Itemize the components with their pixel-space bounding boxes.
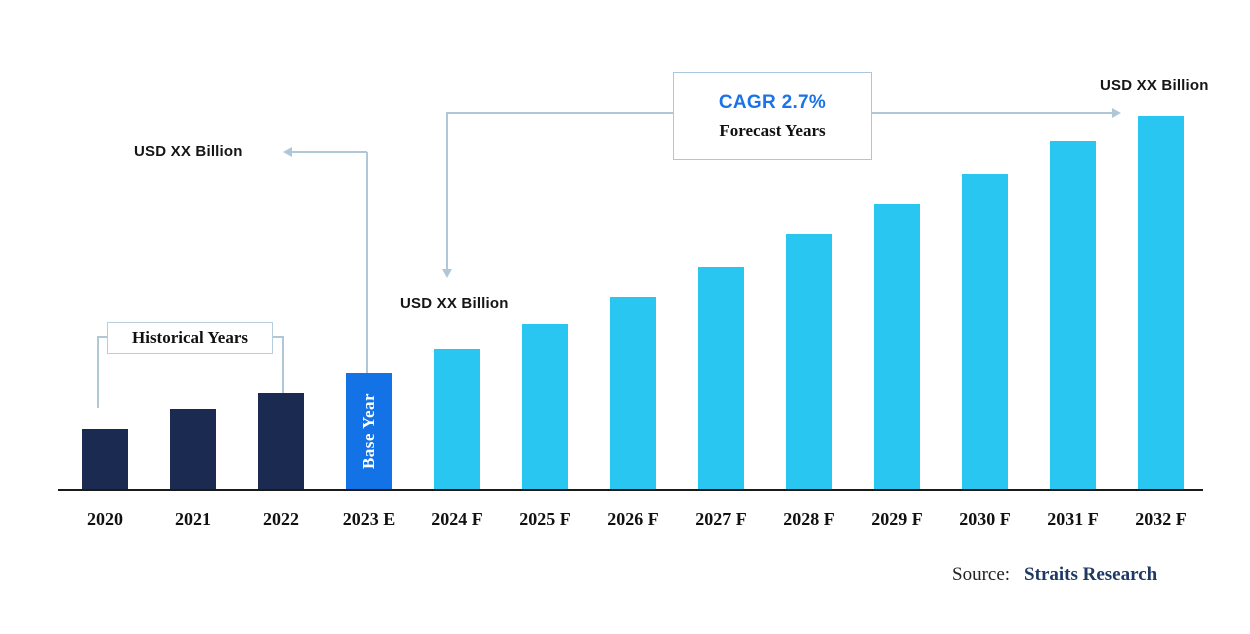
- x-tick-label-2020: 2020: [87, 509, 123, 529]
- bar-2028-f: [786, 234, 832, 489]
- source-prefix: Source:: [952, 564, 1011, 585]
- historical-years-label: Historical Years: [132, 328, 248, 347]
- x-tick-label-2030-f: 2030 F: [959, 509, 1011, 529]
- connector-line: [870, 112, 1115, 114]
- x-tick-label-2032-f: 2032 F: [1135, 509, 1187, 529]
- bar-2029-f: [874, 204, 920, 489]
- cagr-box: CAGR 2.7% Forecast Years: [673, 72, 872, 160]
- arrow-right-icon: [1112, 108, 1121, 118]
- x-tick-label-2022: 2022: [263, 509, 299, 529]
- x-tick-label-2025-f: 2025 F: [519, 509, 571, 529]
- connector-line: [366, 152, 368, 373]
- bar-2030-f: [962, 174, 1008, 489]
- bar-slot-2025-f: 2025 F: [501, 0, 589, 634]
- x-tick-label-2023-e: 2023 E: [342, 509, 396, 529]
- arrow-down-icon: [442, 269, 452, 278]
- bar-2032-f: [1138, 116, 1184, 489]
- x-tick-label-2027-f: 2027 F: [695, 509, 747, 529]
- bar-2021: [170, 409, 216, 489]
- x-tick-label-2021: 2021: [175, 509, 211, 529]
- bar-slot-2028-f: 2028 F: [765, 0, 853, 634]
- usd-value-label-base-year: USD XX Billion: [134, 143, 243, 160]
- connector-line: [447, 112, 673, 114]
- bar-slot-2020: 2020: [61, 0, 149, 634]
- bar-slot-2023-e: Base Year 2023 E: [325, 0, 413, 634]
- bar-slot-2022: 2022: [237, 0, 325, 634]
- bar-2020: [82, 429, 128, 489]
- bracket-line: [97, 336, 107, 338]
- bar-slot-2026-f: 2026 F: [589, 0, 677, 634]
- bracket-line: [282, 336, 284, 393]
- bracket-line: [271, 336, 283, 338]
- source-name: Straits Research: [1024, 564, 1158, 585]
- x-tick-label-2031-f: 2031 F: [1047, 509, 1099, 529]
- source-credit: Source: Straits Research: [952, 564, 1157, 586]
- x-axis-line: [58, 489, 1203, 491]
- bar-2024-f: [434, 349, 480, 489]
- cagr-value: CAGR 2.7%: [718, 91, 827, 113]
- connector-line: [291, 151, 367, 153]
- bar-slot-2021: 2021: [149, 0, 237, 634]
- bar-slot-2030-f: 2030 F: [941, 0, 1029, 634]
- bar-2026-f: [610, 297, 656, 489]
- bar-2022: [258, 393, 304, 489]
- historical-years-box: Historical Years: [107, 322, 273, 354]
- base-year-label: Base Year: [359, 392, 378, 470]
- forecast-years-label: Forecast Years: [719, 120, 826, 140]
- bar-2023-e: Base Year: [346, 373, 392, 489]
- bar-2025-f: [522, 324, 568, 489]
- bar-2027-f: [698, 267, 744, 489]
- bar-slot-2029-f: 2029 F: [853, 0, 941, 634]
- connector-line: [446, 112, 448, 270]
- usd-value-label-forecast-start: USD XX Billion: [400, 295, 509, 312]
- x-tick-label-2028-f: 2028 F: [783, 509, 835, 529]
- bar-slot-2027-f: 2027 F: [677, 0, 765, 634]
- bar-2031-f: [1050, 141, 1096, 489]
- x-tick-label-2024-f: 2024 F: [431, 509, 483, 529]
- arrow-left-icon: [283, 147, 292, 157]
- bracket-line: [97, 336, 99, 408]
- x-tick-label-2026-f: 2026 F: [607, 509, 659, 529]
- x-tick-label-2029-f: 2029 F: [871, 509, 923, 529]
- bar-slot-2024-f: 2024 F: [413, 0, 501, 634]
- usd-value-label-forecast-end: USD XX Billion: [1100, 77, 1209, 94]
- bar-slot-2031-f: 2031 F: [1029, 0, 1117, 634]
- bar-slot-2032-f: 2032 F: [1117, 0, 1205, 634]
